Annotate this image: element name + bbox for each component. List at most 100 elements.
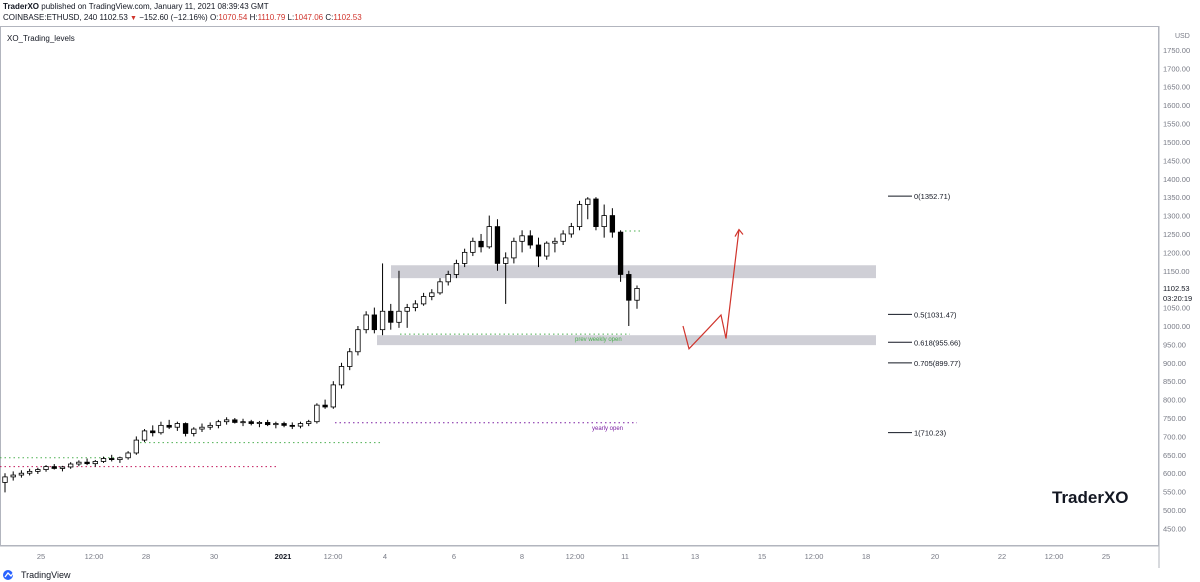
candle-body — [150, 430, 156, 434]
low-value: 1047.06 — [294, 13, 324, 22]
candle-body — [10, 474, 16, 478]
price-tick-label: 850.00 — [1163, 377, 1186, 386]
close-value: 1102.53 — [333, 13, 362, 22]
last-price-tag — [1160, 282, 1200, 303]
symbol-name[interactable]: COINBASE:ETHUSD, 240 — [3, 13, 98, 22]
support-resistance-zone — [377, 335, 876, 346]
candle-body — [232, 419, 238, 423]
candle-body — [453, 263, 460, 275]
candle-body — [617, 231, 624, 275]
candle-body — [544, 242, 550, 257]
projection-arrow-layer — [682, 228, 744, 351]
open-label: O: — [209, 13, 219, 22]
candle-body — [256, 422, 263, 424]
candle-body — [429, 292, 435, 297]
candle-body — [109, 458, 115, 461]
candle-body — [634, 288, 640, 301]
candle-body — [494, 226, 501, 264]
candle-body — [174, 423, 181, 428]
fib-level-label: 0.5(1031.47) — [914, 310, 957, 319]
candle-body — [199, 426, 205, 430]
time-tick-label: 18 — [862, 552, 870, 561]
candle-body — [519, 235, 525, 242]
time-tick-label: 12:00 — [324, 552, 343, 561]
candle-body — [240, 421, 246, 424]
time-tick-label: 12:00 — [85, 552, 104, 561]
last-price-tag-label: 1102.53 — [1163, 284, 1190, 293]
candle-body — [560, 233, 566, 242]
time-tick-label: 28 — [142, 552, 150, 561]
time-tick-label: 25 — [1102, 552, 1110, 561]
fib-levels-layer: 0(1352.71) 0.5(1031.47) 0.618(955.66) 0.705… — [888, 192, 961, 438]
time-axis[interactable]: 25 12:00 28 30 2021 12:00 4 6 8 12:00 11 13 15 12:00 1… — [37, 552, 1110, 561]
candle-body — [576, 204, 583, 228]
candle-body — [330, 384, 336, 408]
time-tick-label: 11 — [621, 552, 629, 561]
publisher-name[interactable]: TraderXO — [3, 2, 40, 11]
candle-body — [289, 424, 295, 427]
candle-body — [511, 240, 517, 259]
candle-body — [396, 310, 402, 323]
time-tick-label: 15 — [758, 552, 766, 561]
chart-area[interactable]: XO_Trading_levels yearly open prev weekly… — [0, 26, 1200, 568]
candle-body — [207, 424, 213, 428]
candle-body — [503, 257, 509, 264]
price-tick-label: 1450.00 — [1163, 156, 1190, 165]
candle-body — [35, 469, 41, 472]
price-axis[interactable]: USD 1750.00 1700.00 1650.00 1600.00 1550.00 15… — [1160, 33, 1200, 533]
candle-body — [355, 329, 361, 353]
candle-body — [84, 461, 90, 465]
last-price: 1102.53 — [99, 13, 128, 22]
candle-body — [445, 274, 451, 283]
low-label: L: — [287, 13, 295, 22]
footer-bar: TradingView — [0, 568, 1200, 582]
symbol-info-line: COINBASE:ETHUSD, 240 1102.53 ▼ −152.60 (… — [3, 13, 362, 24]
time-tick-label: 12:00 — [805, 552, 824, 561]
candle-body — [314, 404, 320, 423]
candle-body — [273, 423, 279, 426]
time-tick-label: 22 — [998, 552, 1006, 561]
time-tick-label: 12:00 — [566, 552, 585, 561]
price-tick-label: 750.00 — [1163, 414, 1186, 423]
time-tick-label: 2021 — [275, 552, 292, 561]
price-tick-label: 500.00 — [1163, 506, 1186, 515]
arrow-head-icon — [734, 228, 744, 237]
candles-layer — [2, 197, 640, 493]
open-value: 1070.54 — [218, 13, 248, 22]
countdown-label: 03:20:19 — [1163, 294, 1192, 303]
tradingview-logo-icon[interactable] — [2, 569, 20, 581]
chart-header: TraderXO published on TradingView.com, J… — [0, 0, 1200, 26]
time-tick-label: 12:00 — [1045, 552, 1064, 561]
plot-border — [0, 26, 1159, 546]
candle-body — [215, 421, 222, 426]
price-tick-label: 800.00 — [1163, 396, 1186, 405]
down-triangle-icon: ▼ — [130, 15, 137, 22]
price-tick-label: 1650.00 — [1163, 83, 1190, 92]
candle-body — [141, 430, 148, 441]
support-resistance-zone — [391, 265, 876, 279]
indicator-label[interactable]: XO_Trading_levels — [7, 34, 75, 43]
candle-body — [281, 423, 287, 426]
price-tick-label: 1150.00 — [1163, 267, 1190, 276]
price-tick-label: 900.00 — [1163, 359, 1186, 368]
footer-brand[interactable]: TradingView — [21, 570, 71, 580]
fib-level-label: 0.618(955.66) — [914, 338, 961, 347]
candle-body — [552, 240, 558, 244]
fib-level-label: 0.705(899.77) — [914, 359, 961, 368]
price-chart[interactable]: XO_Trading_levels yearly open prev weekly… — [0, 26, 1200, 568]
candle-body — [191, 428, 197, 434]
price-tick-label: 1600.00 — [1163, 101, 1190, 110]
time-tick-label: 20 — [931, 552, 939, 561]
high-label: H: — [249, 13, 258, 22]
candle-body — [264, 422, 271, 426]
price-tick-label: 650.00 — [1163, 451, 1186, 460]
candle-body — [100, 458, 107, 462]
time-tick-label: 8 — [520, 552, 524, 561]
price-tick-label: 1500.00 — [1163, 138, 1190, 147]
watermark-text: TraderXO — [1052, 488, 1129, 507]
candle-body — [43, 466, 49, 470]
price-tick-label: 1200.00 — [1163, 248, 1190, 257]
price-tick-label: 1000.00 — [1163, 322, 1190, 331]
candle-body — [593, 198, 599, 228]
candle-body — [347, 351, 353, 367]
